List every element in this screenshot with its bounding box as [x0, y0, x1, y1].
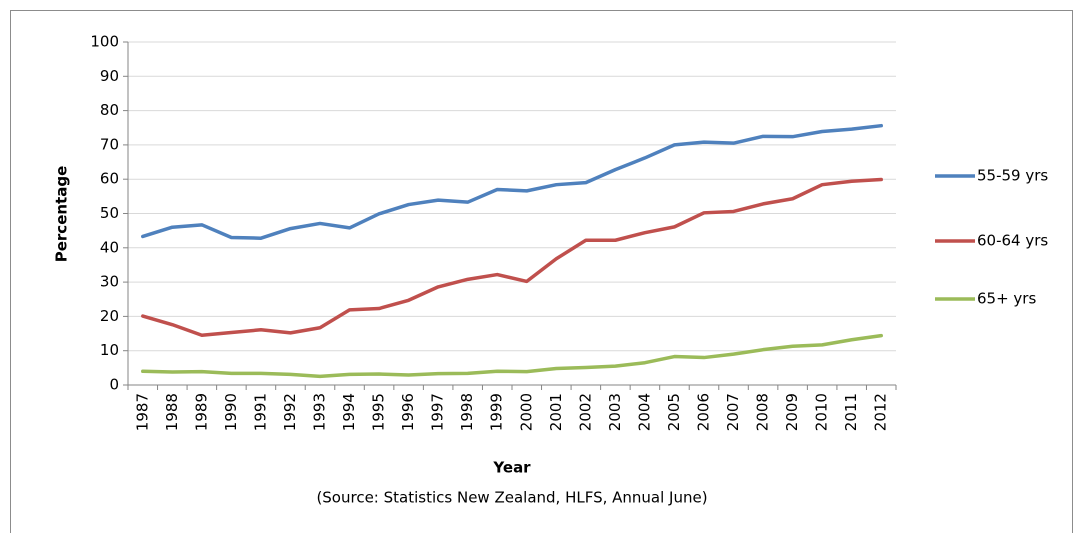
y-tick-label: 10: [100, 341, 119, 359]
series-line: [141, 123, 883, 240]
x-tick-label: 2011: [842, 393, 860, 431]
series-line: [141, 333, 883, 379]
x-tick-label: 2012: [872, 393, 890, 431]
x-axis-label: Year: [492, 459, 531, 477]
y-tick-label: 80: [100, 101, 119, 119]
y-tick-label: 30: [100, 273, 119, 291]
x-tick-label: 2008: [754, 393, 772, 431]
x-tick-label: 1991: [251, 393, 269, 431]
x-tick-label: 1992: [281, 393, 299, 431]
x-tick-label: 1993: [311, 393, 329, 431]
series-line: [141, 177, 883, 338]
y-tick-label: 0: [109, 376, 119, 394]
x-tick-label: 2005: [665, 393, 683, 431]
x-tick-label: 2004: [635, 393, 653, 431]
x-tick-label: 2007: [724, 393, 742, 431]
x-tick-label: 2010: [813, 393, 831, 431]
y-tick-label: 40: [100, 238, 119, 256]
legend-label: 65+ yrs: [977, 290, 1036, 308]
y-axis-label: Percentage: [53, 166, 71, 263]
legend-label: 55-59 yrs: [977, 167, 1048, 185]
source-note: (Source: Statistics New Zealand, HLFS, A…: [316, 489, 707, 507]
x-tick-label: 1990: [222, 393, 240, 431]
y-tick-label: 90: [100, 67, 119, 85]
x-tick-label: 1989: [192, 393, 210, 431]
x-tick-label: 1995: [370, 393, 388, 431]
y-tick-label: 70: [100, 135, 119, 153]
y-tick-label: 20: [100, 307, 119, 325]
x-tick-label: 1997: [429, 393, 447, 431]
y-tick-label: 60: [100, 170, 119, 188]
x-tick-label: 2006: [695, 393, 713, 431]
y-tick-label: 100: [90, 33, 119, 51]
x-tick-label: 2001: [547, 393, 565, 431]
y-tick-label: 50: [100, 204, 119, 222]
x-tick-label: 2002: [576, 393, 594, 431]
x-tick-label: 1994: [340, 393, 358, 431]
x-tick-label: 1999: [488, 393, 506, 431]
legend-label: 60-64 yrs: [977, 232, 1048, 250]
x-tick-label: 1998: [458, 393, 476, 431]
x-tick-label: 2000: [517, 393, 535, 431]
x-tick-label: 2009: [783, 393, 801, 431]
x-tick-label: 2003: [606, 393, 624, 431]
x-tick-label: 1988: [163, 393, 181, 431]
x-tick-label: 1987: [133, 393, 151, 431]
x-tick-label: 1996: [399, 393, 417, 431]
